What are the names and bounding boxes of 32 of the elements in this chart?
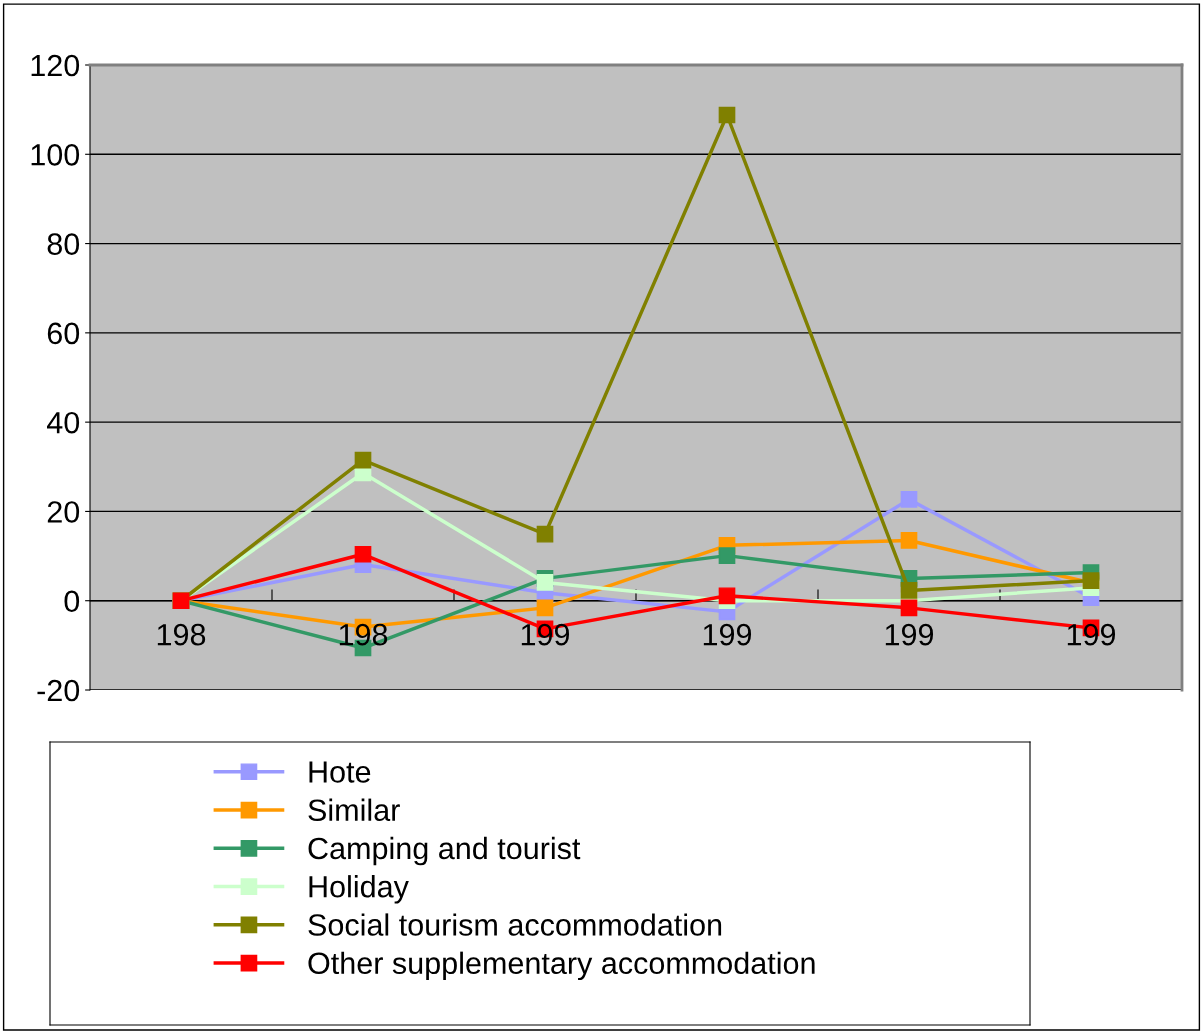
y-tick-label: 80 <box>47 233 80 255</box>
point <box>718 106 736 124</box>
legend-label: Similar <box>308 798 400 822</box>
point <box>536 574 554 591</box>
x-tick-label: 199 <box>521 623 570 646</box>
point <box>718 587 736 605</box>
y-tick-label: 120 <box>31 54 80 77</box>
x-tick-label: 198 <box>339 623 388 646</box>
legend-label: Holiday <box>309 875 409 904</box>
point <box>900 491 918 508</box>
point <box>536 599 554 617</box>
point <box>900 532 918 549</box>
y-tick-label: 20 <box>47 501 80 523</box>
y-tick-label: 0 <box>64 590 80 613</box>
point <box>536 525 554 543</box>
point <box>354 545 372 563</box>
y-tick-label: 100 <box>31 144 80 166</box>
point <box>900 599 918 617</box>
legend-label: Hote <box>309 761 371 783</box>
point <box>900 582 918 599</box>
x-tick-label: 199 <box>703 623 752 646</box>
x-tick-label: 199 <box>1067 623 1116 646</box>
legend-label: Camping and tourist <box>308 836 581 866</box>
legend-label: Social tourism accommodation <box>308 913 722 936</box>
point <box>354 451 372 469</box>
y-tick-label: 60 <box>47 322 80 345</box>
x-tick-label: 199 <box>885 623 934 646</box>
point <box>718 547 736 564</box>
x-tick-label: 198 <box>157 623 206 646</box>
y-tick-label: 40 <box>47 411 80 434</box>
legend-label: Other supplementary accommodation <box>308 951 815 981</box>
y-tick-label: -20 <box>37 679 80 702</box>
